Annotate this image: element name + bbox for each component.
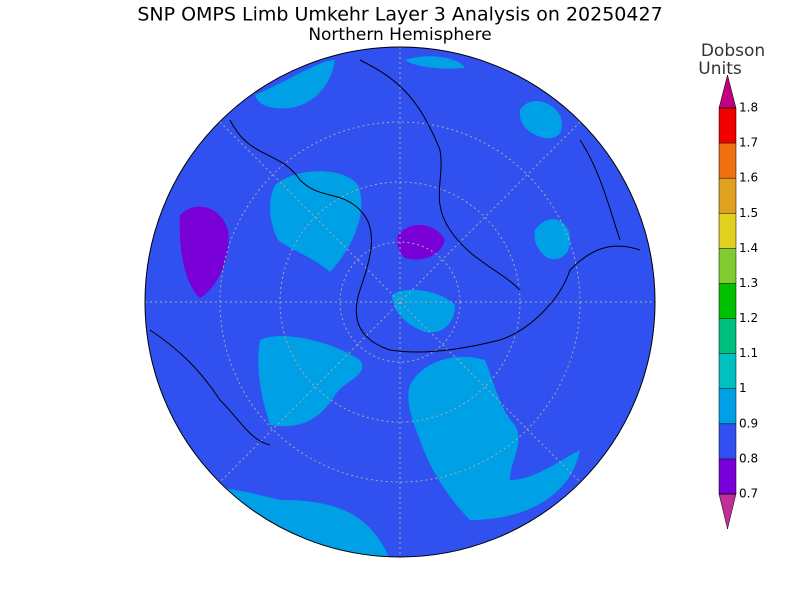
colorbar-tick-label: 1.8 [739,101,758,115]
polar-map [145,47,655,557]
region [392,289,455,333]
colorbar-tick-label: 1.7 [739,136,758,150]
colorbar-tick-label: 0.7 [739,487,758,501]
colorbar-band [719,353,736,389]
region [534,219,571,260]
colorbar-band [719,213,736,249]
region [519,100,562,139]
colorbar-tick-label: 0.8 [739,451,758,465]
colorbar-band [719,318,736,354]
colorbar-title: Dobson [701,41,765,61]
colorbar-band [719,458,736,494]
colorbar-band [719,248,736,284]
colorbar-tick-label: 1.6 [739,171,758,185]
region [405,56,465,69]
map-border [144,46,656,558]
colorbar-band [719,143,736,179]
colorbar-tick-label: 1.1 [739,346,758,360]
colorbar: 0.7 0.8 0.9 1 1.1 1.2 1.3 1.4 1.5 1.6 1.7 1.8 [718,74,758,530]
region [270,171,362,272]
graticule [145,47,655,557]
colorbar-band [719,108,736,144]
colorbar-tick-label: 1.5 [739,206,758,220]
colorbar-tick-label: 1.4 [739,241,758,255]
title: SNP OMPS Limb Umkehr Layer 3 Analysis on… [137,4,662,26]
colorbar-band [719,178,736,214]
region [179,206,229,298]
colorbar-band [719,283,736,319]
colorbar-tick-label: 0.9 [739,416,758,430]
colorbar-band [719,423,736,459]
colorbar-title: Units [698,59,742,79]
coastlines [149,59,641,446]
region [408,356,580,520]
region [397,224,445,260]
colorbar-over [718,74,737,109]
colorbar-tick-label: 1.2 [739,311,758,325]
region [255,60,335,109]
colorbar-tick-label: 1 [739,381,747,395]
colorbar-band [719,388,736,424]
subtitle: Northern Hemisphere [308,25,491,45]
colorbar-under [718,493,737,530]
colorbar-tick-label: 1.3 [739,276,758,290]
